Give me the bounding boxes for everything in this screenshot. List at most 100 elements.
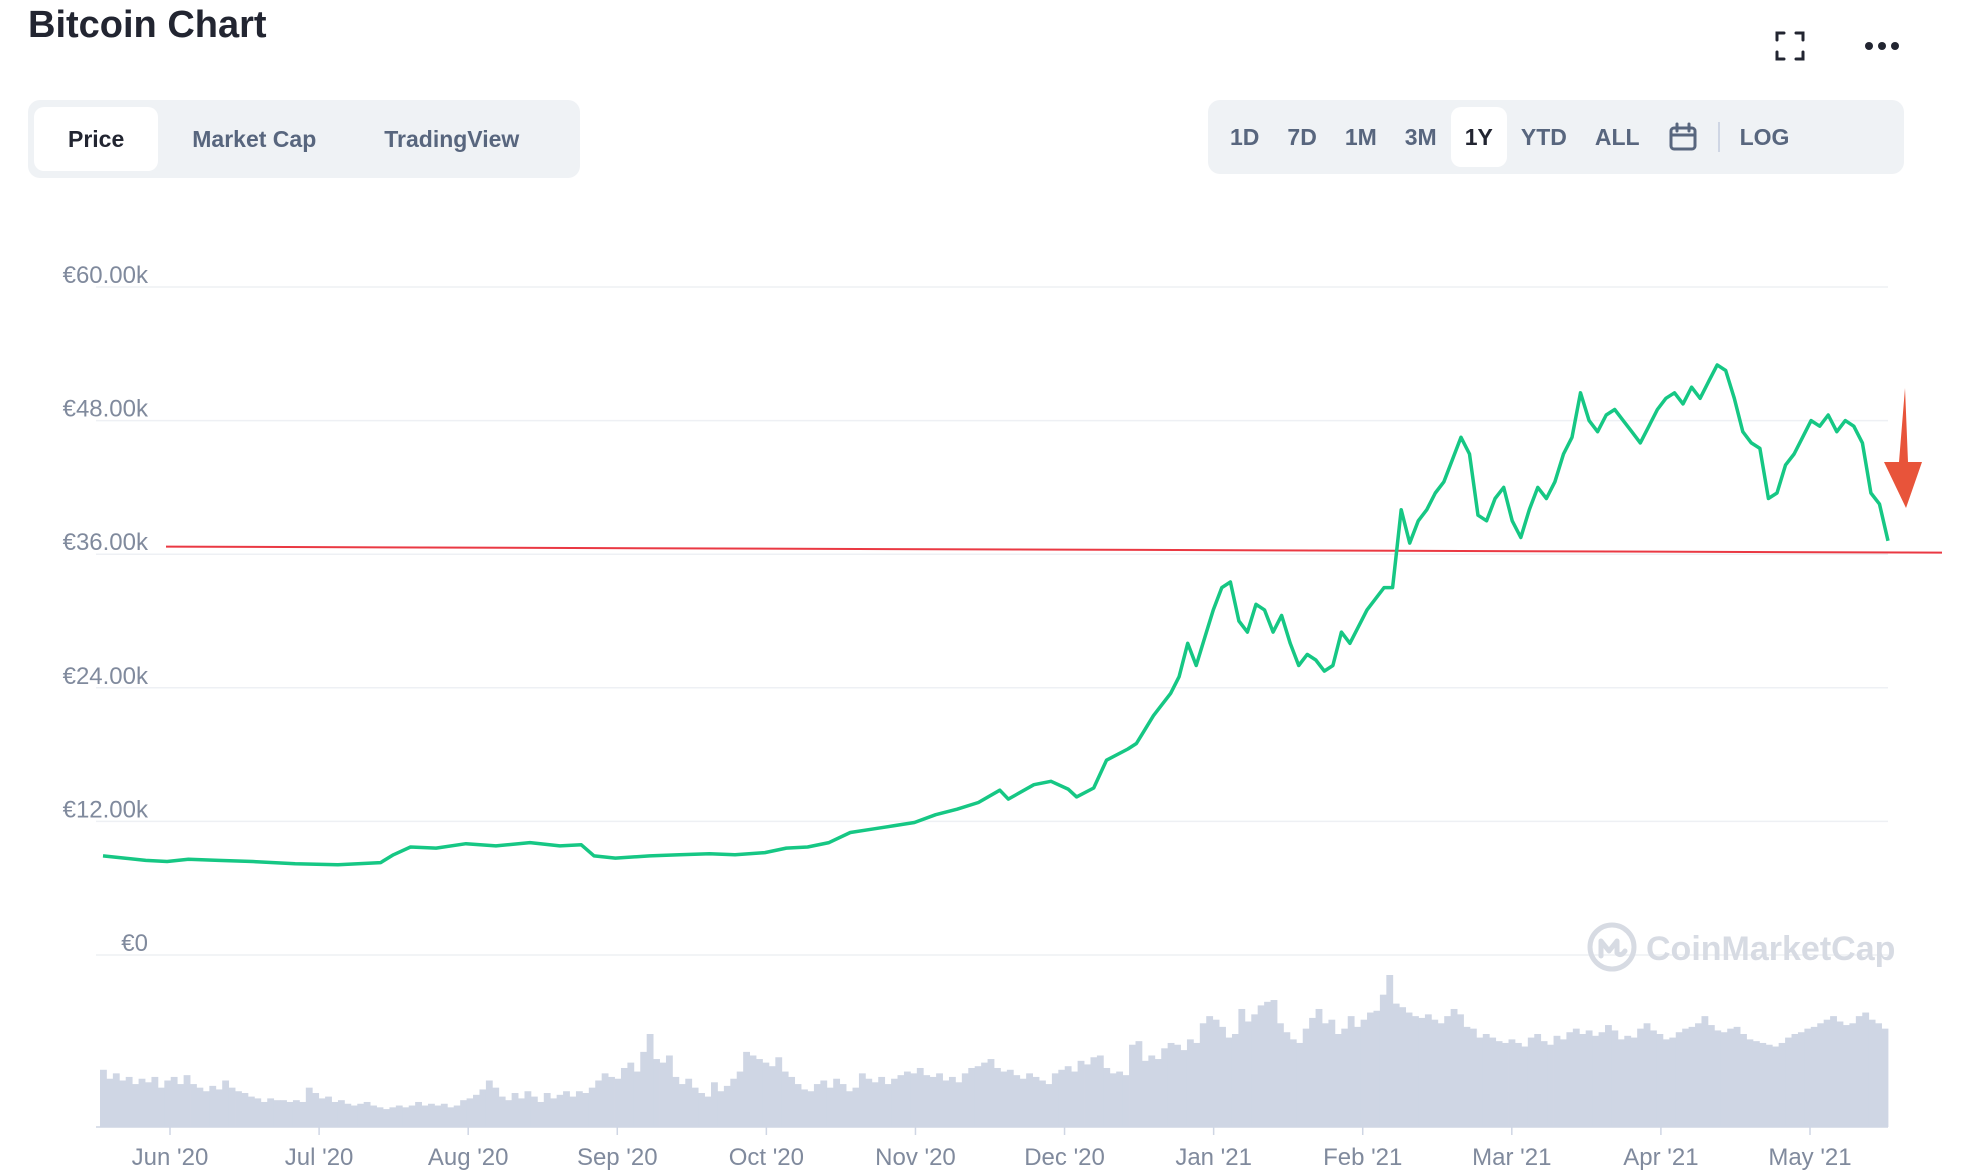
- range-ytd[interactable]: YTD: [1520, 123, 1567, 150]
- volume-bar: [498, 1096, 506, 1127]
- volume-bar: [1830, 1016, 1837, 1127]
- volume-bar: [530, 1096, 538, 1127]
- volume-bar: [408, 1105, 416, 1127]
- volume-bar: [1797, 1032, 1805, 1127]
- range-1m[interactable]: 1M: [1344, 123, 1377, 150]
- volume-bar: [813, 1084, 821, 1127]
- volume-bar: [968, 1067, 976, 1127]
- volume-bar: [254, 1098, 262, 1127]
- volume-bar: [948, 1076, 956, 1127]
- volume-bar: [1817, 1023, 1825, 1127]
- volume-bar: [215, 1089, 223, 1127]
- volume-bar: [453, 1105, 461, 1127]
- volume-bar: [1019, 1078, 1027, 1127]
- volume-bar: [878, 1076, 886, 1127]
- volume-bar: [1495, 1041, 1503, 1127]
- tab-tradingview[interactable]: TradingView: [384, 125, 520, 152]
- range-3m[interactable]: 3M: [1404, 123, 1437, 150]
- volume-bar: [1212, 1019, 1220, 1127]
- more-icon[interactable]: [1862, 26, 1902, 66]
- volume-bar: [1849, 1023, 1857, 1127]
- range-1y[interactable]: 1Y: [1450, 107, 1507, 167]
- log-scale-toggle[interactable]: LOG: [1739, 123, 1790, 150]
- volume-bar: [1778, 1042, 1786, 1127]
- volume-bar: [556, 1094, 564, 1127]
- volume-bar: [858, 1073, 866, 1127]
- volume-bar: [382, 1109, 390, 1127]
- volume-bar: [1514, 1042, 1522, 1127]
- volume-bar: [1026, 1073, 1033, 1127]
- volume-bar: [473, 1094, 480, 1127]
- volume-bar: [1405, 1012, 1413, 1127]
- volume-bar: [421, 1105, 429, 1127]
- volume-bar: [151, 1076, 159, 1127]
- volume-bar: [1367, 1012, 1374, 1127]
- volume-bar: [871, 1082, 879, 1127]
- time-range-selector: 1D 7D 1M 3M 1Y YTD ALL LOG: [1208, 100, 1904, 174]
- volume-bar: [1669, 1037, 1677, 1127]
- volume-bar: [305, 1087, 313, 1127]
- volume-bar: [550, 1098, 558, 1127]
- volume-bar: [1785, 1037, 1792, 1127]
- volume-bar: [781, 1071, 789, 1127]
- volume-bar: [1553, 1035, 1561, 1127]
- volume-bar: [1740, 1034, 1747, 1127]
- volume-bar: [511, 1093, 519, 1127]
- volume-bar: [1650, 1030, 1657, 1127]
- volume-bar: [1096, 1055, 1104, 1127]
- volume-bar: [653, 1059, 660, 1127]
- volume-bar: [1617, 1039, 1625, 1127]
- fullscreen-icon[interactable]: [1770, 26, 1810, 66]
- volume-bar: [196, 1087, 204, 1127]
- coinmarketcap-logo-icon: [1587, 922, 1637, 972]
- range-7d[interactable]: 7D: [1287, 123, 1317, 150]
- range-1d[interactable]: 1D: [1230, 123, 1260, 150]
- volume-bar: [1328, 1019, 1336, 1127]
- volume-bar: [235, 1091, 242, 1127]
- volume-bar: [961, 1073, 969, 1127]
- tab-price[interactable]: Price: [34, 107, 159, 171]
- volume-bar: [1875, 1023, 1882, 1127]
- down-arrow-annotation: [1884, 388, 1922, 508]
- volume-bar: [286, 1101, 294, 1127]
- volume-bar: [1624, 1035, 1632, 1127]
- volume-bar: [1836, 1021, 1844, 1127]
- volume-bar: [1399, 1007, 1407, 1127]
- tab-market-cap[interactable]: Market Cap: [192, 125, 317, 152]
- volume-bar: [1842, 1025, 1850, 1127]
- volume-bar: [691, 1087, 699, 1127]
- volume-bar: [1264, 1001, 1271, 1127]
- volume-bar: [106, 1078, 114, 1127]
- volume-bar: [344, 1103, 352, 1127]
- volume-bar: [1437, 1023, 1445, 1127]
- volume-bar: [1707, 1025, 1715, 1127]
- x-tick-label: Nov '20: [875, 1144, 956, 1171]
- volume-bar: [1084, 1064, 1091, 1127]
- volume-bar: [447, 1107, 455, 1127]
- calendar-icon[interactable]: [1654, 107, 1712, 167]
- volume-bar: [1071, 1071, 1079, 1127]
- volume-bar: [1386, 975, 1394, 1127]
- volume-bar: [678, 1084, 686, 1127]
- volume-bar: [1579, 1034, 1587, 1127]
- x-tick-label: Aug '20: [428, 1144, 509, 1171]
- volume-bar: [1373, 1010, 1381, 1127]
- volume-bar: [350, 1105, 358, 1127]
- volume-bar: [627, 1062, 635, 1127]
- volume-bar: [1379, 994, 1387, 1127]
- volume-bar: [389, 1107, 397, 1127]
- volume-bar: [620, 1067, 628, 1127]
- volume-bar: [440, 1103, 448, 1127]
- volume-bar: [1746, 1039, 1754, 1127]
- volume-bar: [1141, 1060, 1149, 1127]
- volume-bar: [112, 1073, 120, 1127]
- volume-bar: [1276, 1023, 1284, 1127]
- volume-bar: [434, 1105, 442, 1127]
- volume-bar: [485, 1080, 493, 1127]
- range-all[interactable]: ALL: [1594, 123, 1640, 150]
- x-tick-label: Apr '21: [1623, 1144, 1698, 1171]
- volume-bar: [749, 1055, 757, 1127]
- volume-bar: [100, 1069, 107, 1127]
- volume-bar: [1469, 1028, 1477, 1127]
- volume-bar: [1109, 1073, 1117, 1127]
